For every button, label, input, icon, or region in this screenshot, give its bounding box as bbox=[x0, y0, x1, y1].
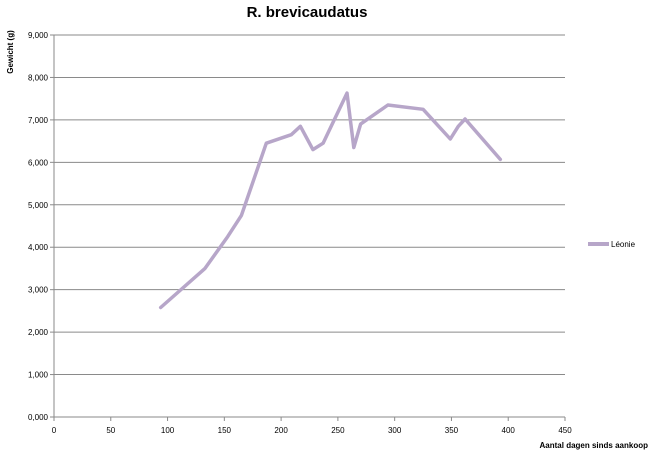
y-axis-title: Gewicht (g) bbox=[6, 30, 15, 74]
x-tick-label: 150 bbox=[218, 426, 232, 435]
y-tick-label: 9,000 bbox=[28, 31, 49, 40]
y-tick-label: 1,000 bbox=[28, 371, 49, 380]
x-tick-label: 200 bbox=[274, 426, 288, 435]
axes bbox=[53, 35, 565, 418]
y-tick-label: 8,000 bbox=[28, 73, 49, 82]
x-tick-label: 250 bbox=[331, 426, 345, 435]
y-tick-label: 5,000 bbox=[28, 201, 49, 210]
legend: Léonie bbox=[588, 240, 636, 249]
y-tick-label: 4,000 bbox=[28, 243, 49, 252]
gridlines bbox=[54, 34, 565, 376]
y-tick-label: 0,000 bbox=[28, 413, 49, 422]
x-tick-label: 0 bbox=[52, 426, 57, 435]
x-tick-label: 100 bbox=[161, 426, 175, 435]
y-tick-label: 7,000 bbox=[28, 116, 49, 125]
x-axis-ticks: 0 50 100 150 200 250 300 350 400 450 bbox=[52, 417, 572, 435]
series-group bbox=[158, 91, 503, 310]
x-tick-label: 450 bbox=[558, 426, 572, 435]
x-axis-title: Aantal dagen sinds aankoop bbox=[540, 441, 649, 450]
y-tick-label: 6,000 bbox=[28, 158, 49, 167]
x-tick-label: 350 bbox=[445, 426, 459, 435]
y-tick-label: 2,000 bbox=[28, 328, 49, 337]
y-axis-ticks: 0,000 1,000 2,000 3,000 4,000 5,000 6,000 7,000… bbox=[28, 31, 54, 422]
chart-title: R. brevicaudatus bbox=[247, 4, 368, 21]
series-line bbox=[158, 91, 503, 310]
x-tick-label: 50 bbox=[106, 426, 115, 435]
legend-label: Léonie bbox=[611, 240, 636, 249]
y-tick-label: 3,000 bbox=[28, 286, 49, 295]
x-tick-label: 400 bbox=[502, 426, 516, 435]
x-tick-label: 300 bbox=[388, 426, 402, 435]
